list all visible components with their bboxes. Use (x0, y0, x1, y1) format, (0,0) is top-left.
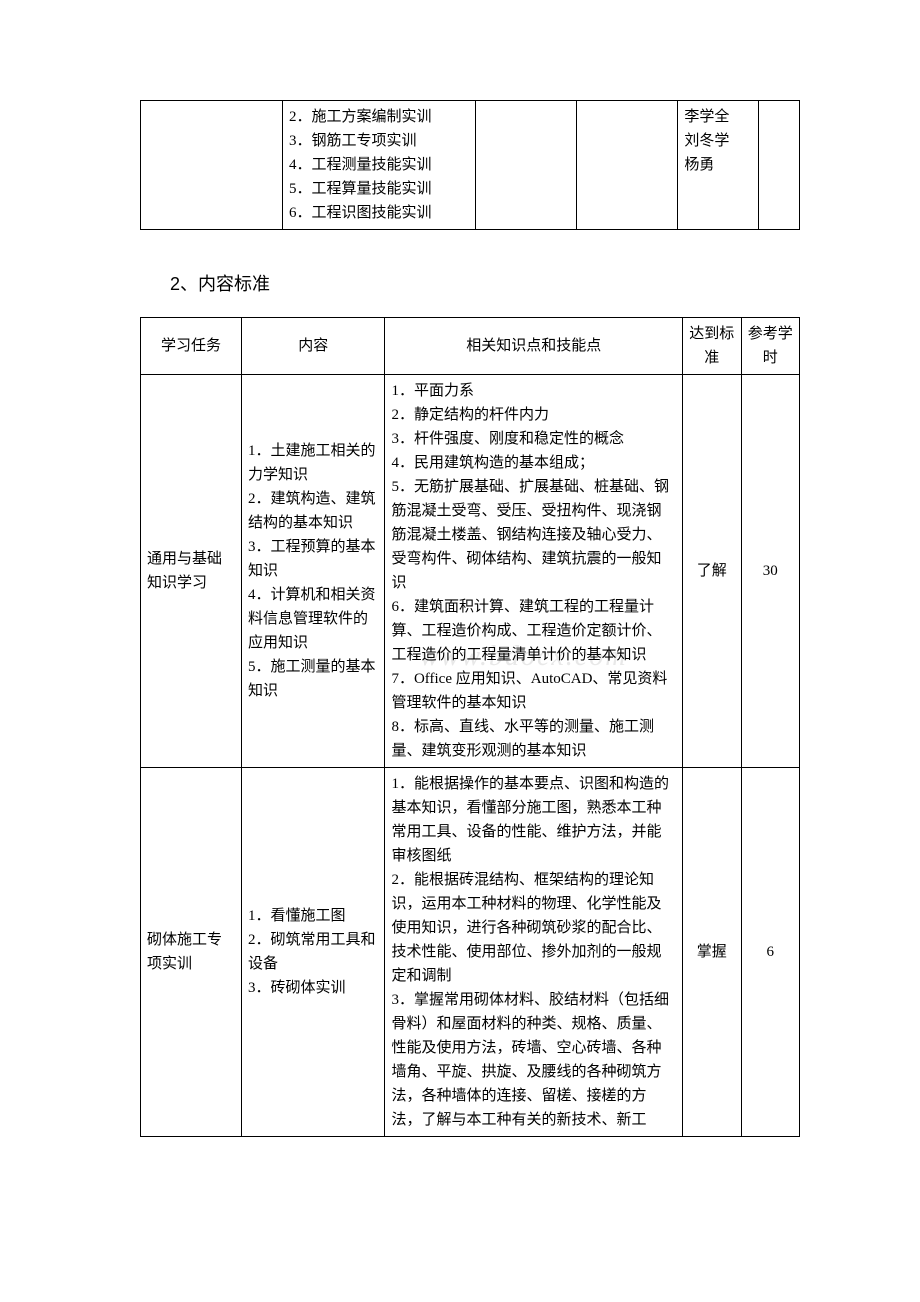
cell-task: 砌体施工专项实训 (141, 767, 242, 1136)
table-row: 通用与基础知识学习 1．土建施工相关的力学知识 2．建筑构造、建筑结构的基本知识… (141, 374, 800, 767)
cell-content: 1．土建施工相关的力学知识 2．建筑构造、建筑结构的基本知识 3．工程预算的基本… (241, 374, 384, 767)
line: 1．能根据操作的基本要点、识图和构造的基本知识，看懂部分施工图，熟悉本工种常用工… (391, 772, 676, 868)
table-header-row: 学习任务 内容 相关知识点和技能点 达到标准 参考学时 (141, 317, 800, 374)
cell-5 (759, 101, 800, 230)
line: 3．工程预算的基本知识 (248, 535, 378, 583)
cell-points: 1．能根据操作的基本要点、识图和构造的基本知识，看懂部分施工图，熟悉本工种常用工… (385, 767, 683, 1136)
top-fragment-table: 2．施工方案编制实训 3．钢筋工专项实训 4．工程测量技能实训 5．工程算量技能… (140, 100, 800, 230)
cell-task: 通用与基础知识学习 (141, 374, 242, 767)
cell-hours: 30 (741, 374, 799, 767)
table-row: 砌体施工专项实训 1．看懂施工图 2．砌筑常用工具和设备 3．砖砌体实训 1．能… (141, 767, 800, 1136)
content-standard-table: 学习任务 内容 相关知识点和技能点 达到标准 参考学时 通用与基础知识学习 1．… (140, 317, 800, 1137)
line: 2．静定结构的杆件内力 (391, 403, 676, 427)
cell-standard: 了解 (683, 374, 741, 767)
line: 4．计算机和相关资料信息管理软件的应用知识 (248, 583, 378, 655)
line: 杨勇 (684, 153, 752, 177)
line: 1．平面力系 (391, 379, 676, 403)
cell-points: 1．平面力系 2．静定结构的杆件内力 3．杆件强度、刚度和稳定性的概念 4．民用… (385, 374, 683, 767)
cell-standard: 掌握 (683, 767, 741, 1136)
page-content: 2．施工方案编制实训 3．钢筋工专项实训 4．工程测量技能实训 5．工程算量技能… (140, 100, 800, 1137)
col-header-standard: 达到标准 (683, 317, 741, 374)
line: 2．建筑构造、建筑结构的基本知识 (248, 487, 378, 535)
line: 2．能根据砖混结构、框架结构的理论知识，运用本工种材料的物理、化学性能及使用知识… (391, 868, 676, 988)
line: 1．土建施工相关的力学知识 (248, 439, 378, 487)
line: 7．Office 应用知识、AutoCAD、常见资料管理软件的基本知识 (391, 667, 676, 715)
line: 1．看懂施工图 (248, 904, 378, 928)
line: 8．标高、直线、水平等的测量、施工测量、建筑变形观测的基本知识 (391, 715, 676, 763)
line: 李学全 (684, 105, 752, 129)
cell-hours: 6 (741, 767, 799, 1136)
line: 刘冬学 (684, 129, 752, 153)
line: 4．工程测量技能实训 (289, 153, 469, 177)
col-header-task: 学习任务 (141, 317, 242, 374)
col-header-content: 内容 (241, 317, 384, 374)
line: 5．工程算量技能实训 (289, 177, 469, 201)
line: 5．无筋扩展基础、扩展基础、桩基础、钢筋混凝土受弯、受压、受扭构件、现浇钢筋混凝… (391, 475, 676, 595)
section-title: 2、内容标准 (170, 270, 800, 299)
cell-0 (141, 101, 283, 230)
line: 3．钢筋工专项实训 (289, 129, 469, 153)
cell-content: 1．看懂施工图 2．砌筑常用工具和设备 3．砖砌体实训 (241, 767, 384, 1136)
table-row: 2．施工方案编制实训 3．钢筋工专项实训 4．工程测量技能实训 5．工程算量技能… (141, 101, 800, 230)
col-header-points: 相关知识点和技能点 (385, 317, 683, 374)
line: 5．施工测量的基本知识 (248, 655, 378, 703)
line: 3．砖砌体实训 (248, 976, 378, 1000)
line: 6．建筑面积计算、建筑工程的工程量计算、工程造价构成、工程造价定额计价、工程造价… (391, 595, 676, 667)
line: 3．杆件强度、刚度和稳定性的概念 (391, 427, 676, 451)
col-header-hours: 参考学时 (741, 317, 799, 374)
cell-3 (576, 101, 677, 230)
line: 6．工程识图技能实训 (289, 201, 469, 225)
line: 2．砌筑常用工具和设备 (248, 928, 378, 976)
cell-2 (475, 101, 576, 230)
cell-4: 李学全 刘冬学 杨勇 (678, 101, 759, 230)
cell-1: 2．施工方案编制实训 3．钢筋工专项实训 4．工程测量技能实训 5．工程算量技能… (282, 101, 475, 230)
line: 2．施工方案编制实训 (289, 105, 469, 129)
line: 3．掌握常用砌体材料、胶结材料（包括细骨料）和屋面材料的种类、规格、质量、性能及… (391, 988, 676, 1132)
line: 4．民用建筑构造的基本组成； (391, 451, 676, 475)
